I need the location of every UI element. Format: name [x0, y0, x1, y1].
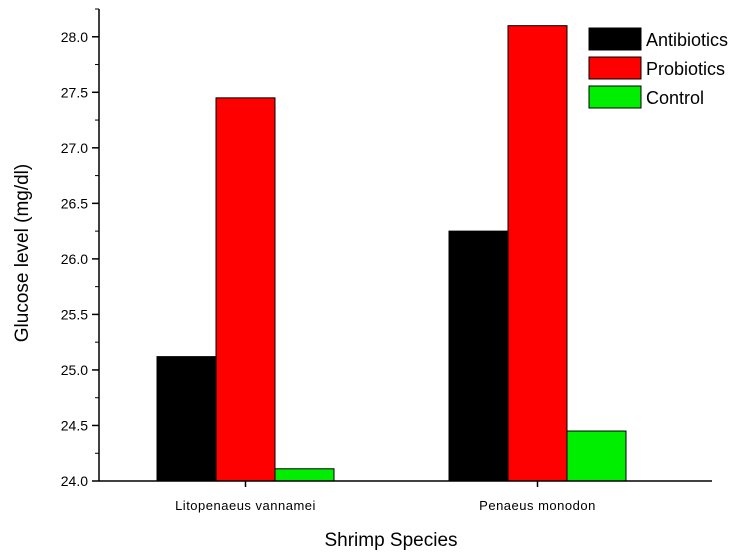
legend-swatch-antibiotics — [588, 27, 642, 51]
legend: Antibiotics Probiotics Control — [588, 27, 728, 109]
bar-control-2 — [566, 430, 627, 482]
y-tick-label: 24.5 — [61, 417, 88, 433]
x-tick-label: Penaeus monodon — [479, 498, 596, 513]
y-tick-label: 27.0 — [61, 140, 88, 156]
bars-group — [156, 25, 627, 482]
y-tick-label: 25.0 — [61, 362, 88, 378]
legend-label-antibiotics: Antibiotics — [646, 30, 728, 50]
legend-label-probiotics: Probiotics — [646, 59, 725, 79]
x-tick-label: Litopenaeus vannamei — [175, 498, 316, 513]
bar-control-1 — [274, 468, 335, 482]
y-tick-label: 26.5 — [61, 195, 88, 211]
y-tick-label: 27.5 — [61, 84, 88, 100]
legend-swatch-probiotics — [588, 56, 642, 80]
bar-probiotics-1 — [215, 97, 276, 482]
y-tick-label: 24.0 — [61, 473, 88, 489]
bar-antibiotics-1 — [156, 356, 217, 482]
y-tick-label: 26.0 — [61, 251, 88, 267]
y-tick-label: 28.0 — [61, 29, 88, 45]
bar-probiotics-2 — [507, 25, 568, 482]
legend-label-control: Control — [646, 88, 704, 108]
legend-swatch-control — [588, 85, 642, 109]
y-tick-label: 25.5 — [61, 306, 88, 322]
axes-group: Litopenaeus vannamei Penaeus monodon 24.0 2… — [61, 8, 712, 513]
y-axis-title: Glucose level (mg/dl) — [12, 164, 33, 342]
bar-antibiotics-2 — [448, 230, 509, 482]
x-axis-title: Shrimp Species — [324, 530, 457, 551]
